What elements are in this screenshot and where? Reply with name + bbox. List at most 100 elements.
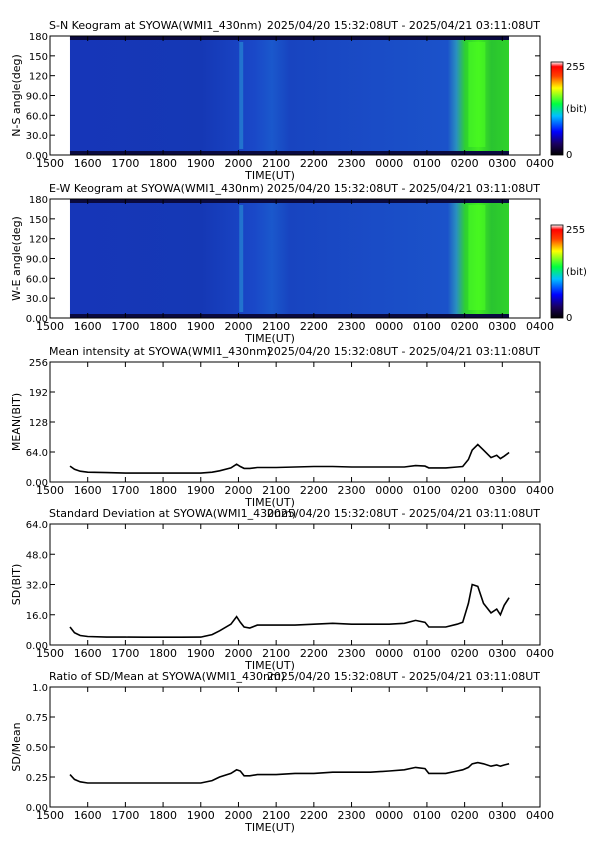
x-tick-label: 0000 bbox=[375, 809, 403, 822]
x-tick-label: 0400 bbox=[526, 484, 554, 497]
keogram-aurora bbox=[468, 205, 486, 310]
x-axis-label: TIME(UT) bbox=[244, 496, 295, 509]
x-tick-label: 0100 bbox=[413, 484, 441, 497]
colorbar-min-label: 0 bbox=[566, 150, 572, 161]
chart-title: E-W Keogram at SYOWA(WMI1_430nm) bbox=[49, 182, 264, 195]
y-axis-label: N-S angle(deg) bbox=[10, 54, 23, 137]
colorbar-max-label: 255 bbox=[566, 225, 585, 236]
y-tick-label: 0.25 bbox=[26, 773, 48, 784]
chart-title: Ratio of SD/Mean at SYOWA(WMI1_430nm) bbox=[49, 670, 285, 683]
y-tick-label: 90.0 bbox=[26, 255, 48, 266]
x-tick-label: 1800 bbox=[149, 157, 177, 170]
chart-time-range: 2025/04/20 15:32:08UT - 2025/04/21 03:11… bbox=[267, 345, 540, 358]
x-tick-label: 2100 bbox=[262, 157, 290, 170]
chart-time-range: 2025/04/20 15:32:08UT - 2025/04/21 03:11… bbox=[267, 670, 540, 683]
keogram-edge-band bbox=[69, 314, 510, 318]
plot-background bbox=[50, 524, 540, 645]
x-tick-label: 0300 bbox=[488, 320, 516, 333]
colorbar-max-label: 255 bbox=[566, 62, 585, 73]
plot-background bbox=[50, 687, 540, 807]
colorbar-unit-label: (bit) bbox=[566, 104, 587, 115]
y-axis-label: SD/Mean bbox=[10, 722, 23, 771]
x-tick-label: 0400 bbox=[526, 320, 554, 333]
y-tick-label: 256 bbox=[29, 358, 48, 369]
colorbar-min-label: 0 bbox=[566, 313, 572, 324]
y-axis-label: W-E angle(deg) bbox=[10, 216, 23, 301]
x-tick-label: 2000 bbox=[224, 320, 252, 333]
y-tick-label: 0.00 bbox=[26, 314, 48, 325]
x-tick-label: 2200 bbox=[300, 320, 328, 333]
x-tick-label: 2200 bbox=[300, 157, 328, 170]
x-tick-label: 0300 bbox=[488, 484, 516, 497]
x-tick-label: 0100 bbox=[413, 320, 441, 333]
x-tick-label: 0200 bbox=[451, 320, 479, 333]
data-line bbox=[69, 583, 510, 639]
x-tick-label: 1700 bbox=[111, 157, 139, 170]
y-tick-label: 90.0 bbox=[26, 92, 48, 103]
keogram-edge-band bbox=[69, 199, 510, 203]
keogram-edge-band bbox=[69, 36, 510, 40]
x-tick-label: 0400 bbox=[526, 809, 554, 822]
x-tick-label: 0200 bbox=[451, 809, 479, 822]
x-tick-label: 2100 bbox=[262, 809, 290, 822]
x-tick-label: 0200 bbox=[451, 647, 479, 660]
x-tick-label: 2300 bbox=[338, 647, 366, 660]
chart-time-range: 2025/04/20 15:32:08UT - 2025/04/21 03:11… bbox=[267, 19, 540, 32]
x-axis-label: TIME(UT) bbox=[244, 169, 295, 182]
x-tick-label: 2300 bbox=[338, 809, 366, 822]
x-tick-label: 1600 bbox=[74, 157, 102, 170]
x-tick-label: 1600 bbox=[74, 320, 102, 333]
y-tick-label: 48.0 bbox=[26, 550, 48, 561]
y-tick-label: 0.75 bbox=[26, 713, 48, 724]
x-tick-label: 1500 bbox=[36, 320, 64, 333]
x-tick-label: 0300 bbox=[488, 157, 516, 170]
x-tick-label: 1700 bbox=[111, 809, 139, 822]
x-tick-label: 2200 bbox=[300, 484, 328, 497]
y-tick-label: 64.0 bbox=[26, 520, 48, 531]
y-axis-label: MEAN(BIT) bbox=[10, 393, 23, 451]
x-tick-label: 2100 bbox=[262, 484, 290, 497]
x-axis-label: TIME(UT) bbox=[244, 821, 295, 834]
x-tick-label: 1800 bbox=[149, 320, 177, 333]
y-tick-label: 0.00 bbox=[26, 151, 48, 162]
y-tick-label: 0.50 bbox=[26, 743, 48, 754]
x-tick-label: 1500 bbox=[36, 809, 64, 822]
x-tick-label: 2200 bbox=[300, 809, 328, 822]
x-tick-label: 1500 bbox=[36, 647, 64, 660]
y-tick-label: 150 bbox=[29, 215, 48, 226]
x-tick-label: 1800 bbox=[149, 484, 177, 497]
x-tick-label: 0300 bbox=[488, 809, 516, 822]
plot-background bbox=[50, 362, 540, 482]
y-tick-label: 120 bbox=[29, 235, 48, 246]
chart-panel-3: Mean intensity at SYOWA(WMI1_430nm)2025/… bbox=[10, 345, 554, 509]
data-line bbox=[69, 761, 510, 784]
x-tick-label: 2100 bbox=[262, 320, 290, 333]
chart-panel-5: Ratio of SD/Mean at SYOWA(WMI1_430nm)202… bbox=[10, 670, 554, 834]
x-tick-label: 0000 bbox=[375, 647, 403, 660]
x-tick-label: 1700 bbox=[111, 647, 139, 660]
y-tick-label: 128 bbox=[29, 418, 48, 429]
x-tick-label: 0100 bbox=[413, 647, 441, 660]
y-tick-label: 32.0 bbox=[26, 581, 48, 592]
x-tick-label: 1700 bbox=[111, 320, 139, 333]
chart-time-range: 2025/04/20 15:32:08UT - 2025/04/21 03:11… bbox=[267, 182, 540, 195]
keogram-edge-band bbox=[69, 151, 510, 155]
y-tick-label: 180 bbox=[29, 195, 48, 206]
x-tick-label: 0100 bbox=[413, 809, 441, 822]
x-tick-label: 2000 bbox=[224, 484, 252, 497]
chart-panel-1: S-N Keogram at SYOWA(WMI1_430nm) 2025/04/… bbox=[10, 19, 587, 182]
x-tick-label: 1900 bbox=[187, 320, 215, 333]
x-tick-label: 2300 bbox=[338, 157, 366, 170]
y-tick-label: 180 bbox=[29, 32, 48, 43]
y-tick-label: 192 bbox=[29, 388, 48, 399]
x-tick-label: 1600 bbox=[74, 809, 102, 822]
x-tick-label: 0000 bbox=[375, 484, 403, 497]
x-tick-label: 1900 bbox=[187, 484, 215, 497]
colorbar bbox=[550, 61, 564, 156]
x-tick-label: 1800 bbox=[149, 809, 177, 822]
y-tick-label: 1.0 bbox=[32, 683, 48, 694]
x-tick-label: 1700 bbox=[111, 484, 139, 497]
y-tick-label: 120 bbox=[29, 72, 48, 83]
y-tick-label: 16.0 bbox=[26, 611, 48, 622]
y-tick-label: 60.0 bbox=[26, 111, 48, 122]
